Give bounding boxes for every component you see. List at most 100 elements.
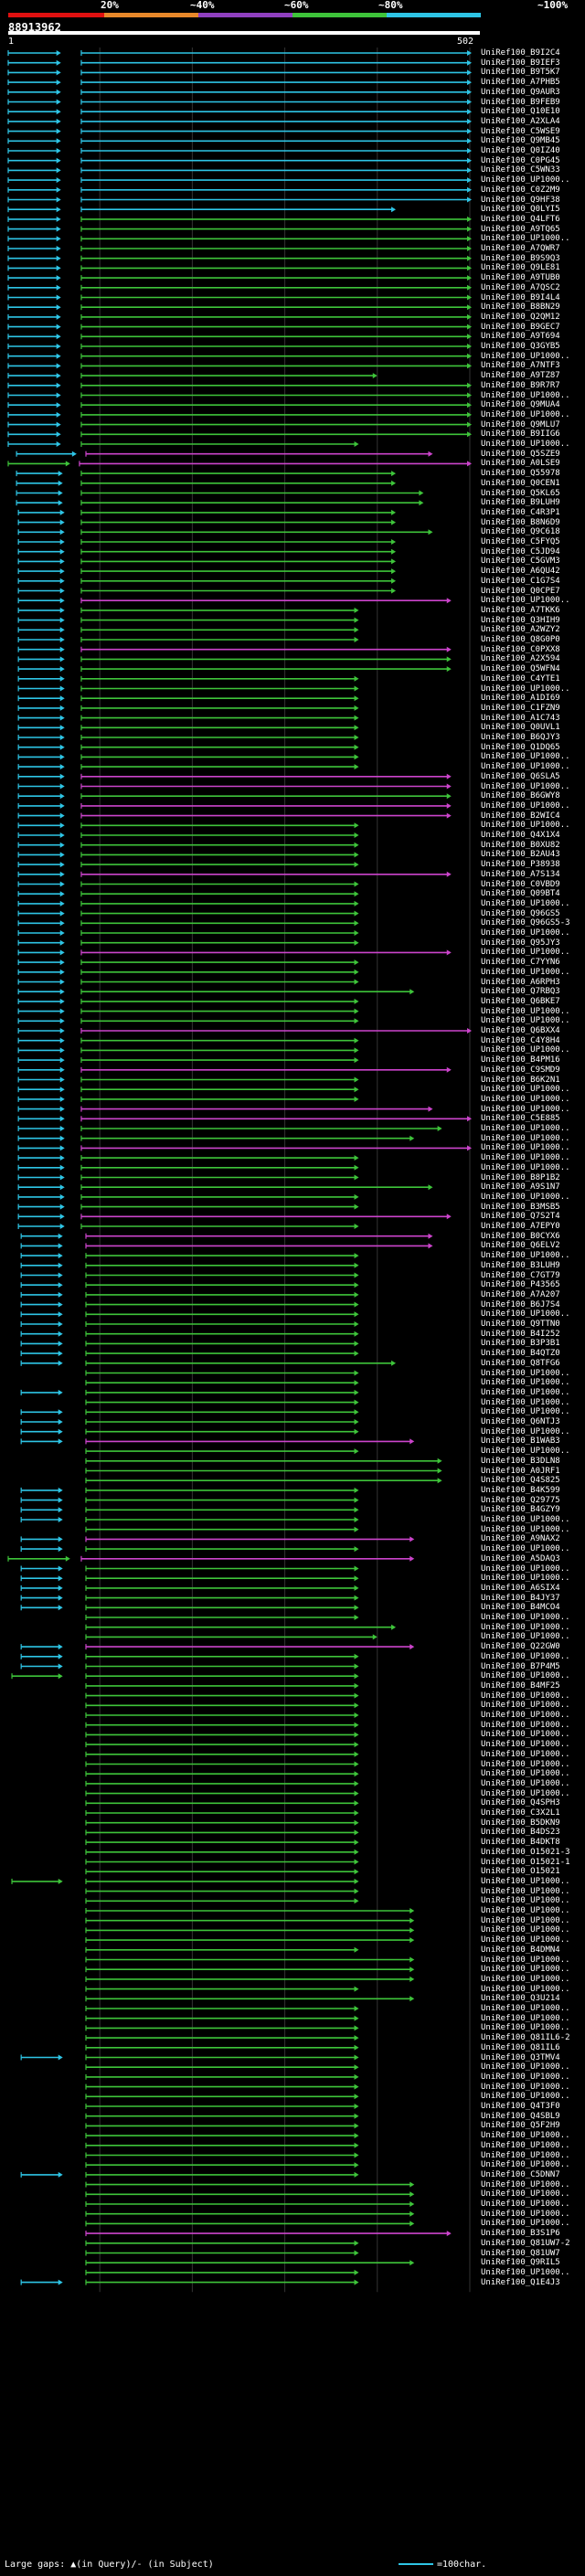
hit-label[interactable]: UniRef100_A7NTF3 <box>481 361 560 371</box>
hit-label[interactable]: UniRef100_C5FYQ5 <box>481 537 560 546</box>
hit-row[interactable] <box>20 1243 433 1249</box>
hit-row[interactable] <box>7 461 472 467</box>
hit-row[interactable] <box>7 109 472 115</box>
hit-label[interactable]: UniRef100_Q9HF38 <box>481 195 560 205</box>
hit-label[interactable]: UniRef100_Q1E4J3 <box>481 2277 560 2287</box>
hit-row[interactable] <box>85 1927 415 1934</box>
hit-row[interactable] <box>7 246 472 251</box>
hit-row[interactable] <box>85 1458 442 1464</box>
hit-row[interactable] <box>17 568 397 575</box>
hit-label[interactable]: UniRef100_UP1000.. <box>481 1153 570 1163</box>
hit-label[interactable]: UniRef100_B9IEF3 <box>481 58 560 68</box>
hit-row[interactable] <box>20 1341 359 1347</box>
hit-label[interactable]: UniRef100_A7A207 <box>481 1289 560 1299</box>
hit-row[interactable] <box>85 2133 359 2139</box>
hit-label[interactable]: UniRef100_B4GZY9 <box>481 1505 560 1515</box>
hit-label[interactable]: UniRef100_C5WSE9 <box>481 126 560 136</box>
hit-label[interactable]: UniRef100_B5DKN9 <box>481 1818 560 1828</box>
hit-row[interactable] <box>17 959 359 966</box>
hit-row[interactable] <box>85 1898 359 1904</box>
hit-label[interactable]: UniRef100_A9TQ65 <box>481 224 560 234</box>
hit-row[interactable] <box>17 1193 359 1200</box>
hit-label[interactable]: UniRef100_UP1000.. <box>481 1133 570 1143</box>
hit-label[interactable]: UniRef100_UP1000.. <box>481 1984 570 1994</box>
hit-row[interactable] <box>7 207 397 213</box>
hit-row[interactable] <box>17 891 359 897</box>
hit-row[interactable] <box>17 949 452 956</box>
hit-row[interactable] <box>20 1321 359 1327</box>
hit-row[interactable] <box>85 1839 359 1846</box>
hit-row[interactable] <box>85 1869 359 1875</box>
hit-label[interactable]: UniRef100_UP1000.. <box>481 1426 570 1436</box>
hit-row[interactable] <box>17 783 452 790</box>
hit-row[interactable] <box>7 344 472 349</box>
hit-row[interactable] <box>20 1389 359 1395</box>
hit-label[interactable]: UniRef100_A5DAQ3 <box>481 1553 560 1564</box>
hit-row[interactable] <box>17 519 397 525</box>
hit-row[interactable] <box>7 226 472 232</box>
hit-label[interactable]: UniRef100_Q3GYB5 <box>481 342 560 351</box>
hit-row[interactable] <box>7 441 359 447</box>
hit-row[interactable] <box>7 186 472 193</box>
hit-row[interactable] <box>20 1330 359 1337</box>
hit-row[interactable] <box>85 1692 359 1699</box>
hit-row[interactable] <box>85 1370 359 1376</box>
hit-row[interactable] <box>85 2191 415 2198</box>
hit-label[interactable]: UniRef100_UP1000.. <box>481 752 570 762</box>
hit-label[interactable]: UniRef100_UP1000.. <box>481 948 570 958</box>
hit-label[interactable]: UniRef100_Q0LYI5 <box>481 205 560 215</box>
hit-label[interactable]: UniRef100_B8BN29 <box>481 302 560 313</box>
hit-label[interactable]: UniRef100_C5E885 <box>481 1114 560 1124</box>
hit-row[interactable] <box>20 1360 397 1366</box>
hit-label[interactable]: UniRef100_UP1000.. <box>481 1778 570 1788</box>
hit-label[interactable]: UniRef100_C1FZN9 <box>481 703 560 713</box>
hit-label[interactable]: UniRef100_UP1000.. <box>481 440 570 449</box>
hit-label[interactable]: UniRef100_Q9MB45 <box>481 136 560 146</box>
hit-row[interactable] <box>85 1448 359 1455</box>
hit-label[interactable]: UniRef100_UP1000.. <box>481 1387 570 1397</box>
hit-label[interactable]: UniRef100_Q5KL65 <box>481 488 560 498</box>
hit-row[interactable] <box>17 773 452 779</box>
hit-label[interactable]: UniRef100_UP1000.. <box>481 1720 570 1730</box>
hit-row[interactable] <box>85 1634 378 1640</box>
hit-label[interactable]: UniRef100_C3X2L1 <box>481 1808 560 1818</box>
hit-label[interactable]: UniRef100_UP1000.. <box>481 1143 570 1153</box>
hit-row[interactable] <box>17 1155 359 1161</box>
hit-row[interactable] <box>17 715 359 721</box>
hit-label[interactable]: UniRef100_B0XU82 <box>481 840 560 850</box>
hit-row[interactable] <box>85 2015 359 2021</box>
hit-row[interactable] <box>7 392 472 398</box>
hit-row[interactable] <box>85 1742 359 1748</box>
hit-row[interactable] <box>85 1771 359 1777</box>
hit-label[interactable]: UniRef100_A0LSE9 <box>481 459 560 469</box>
hit-label[interactable]: UniRef100_UP1000.. <box>481 800 570 811</box>
hit-label[interactable]: UniRef100_B9S9Q3 <box>481 253 560 263</box>
hit-label[interactable]: UniRef100_UP1000.. <box>481 1906 570 1915</box>
hit-row[interactable] <box>17 812 452 819</box>
hit-label[interactable]: UniRef100_UP1000.. <box>481 1701 570 1711</box>
hit-label[interactable]: UniRef100_C4Y8H4 <box>481 1035 560 1045</box>
hit-row[interactable] <box>85 1859 359 1865</box>
hit-label[interactable]: UniRef100_B3LUH9 <box>481 1260 560 1270</box>
hit-row[interactable] <box>17 1066 452 1073</box>
hit-label[interactable]: UniRef100_Q81UW7-2 <box>481 2238 570 2248</box>
hit-label[interactable]: UniRef100_B4K599 <box>481 1485 560 1495</box>
hit-row[interactable] <box>17 1076 359 1083</box>
hit-label[interactable]: UniRef100_UP1000.. <box>481 1564 570 1574</box>
hit-label[interactable]: UniRef100_Q9TTN0 <box>481 1320 560 1329</box>
hit-row[interactable] <box>17 1028 472 1034</box>
hit-label[interactable]: UniRef100_UP1000.. <box>481 1769 570 1779</box>
hit-label[interactable]: UniRef100_UP1000.. <box>481 1124 570 1133</box>
hit-label[interactable]: UniRef100_C5JD94 <box>481 546 560 557</box>
hit-label[interactable]: UniRef100_UP1000.. <box>481 1447 570 1457</box>
hit-label[interactable]: UniRef100_UP1000.. <box>481 1085 570 1095</box>
hit-row[interactable] <box>17 695 359 702</box>
hit-row[interactable] <box>17 1164 359 1171</box>
hit-label[interactable]: UniRef100_B6QJY3 <box>481 733 560 742</box>
hit-row[interactable] <box>7 177 472 184</box>
hit-label[interactable]: UniRef100_Q4S825 <box>481 1476 560 1486</box>
hit-label[interactable]: UniRef100_UP1000.. <box>481 1192 570 1202</box>
hit-label[interactable]: UniRef100_B9GEC7 <box>481 322 560 332</box>
hit-row[interactable] <box>17 822 359 829</box>
hit-row[interactable] <box>85 2201 415 2207</box>
